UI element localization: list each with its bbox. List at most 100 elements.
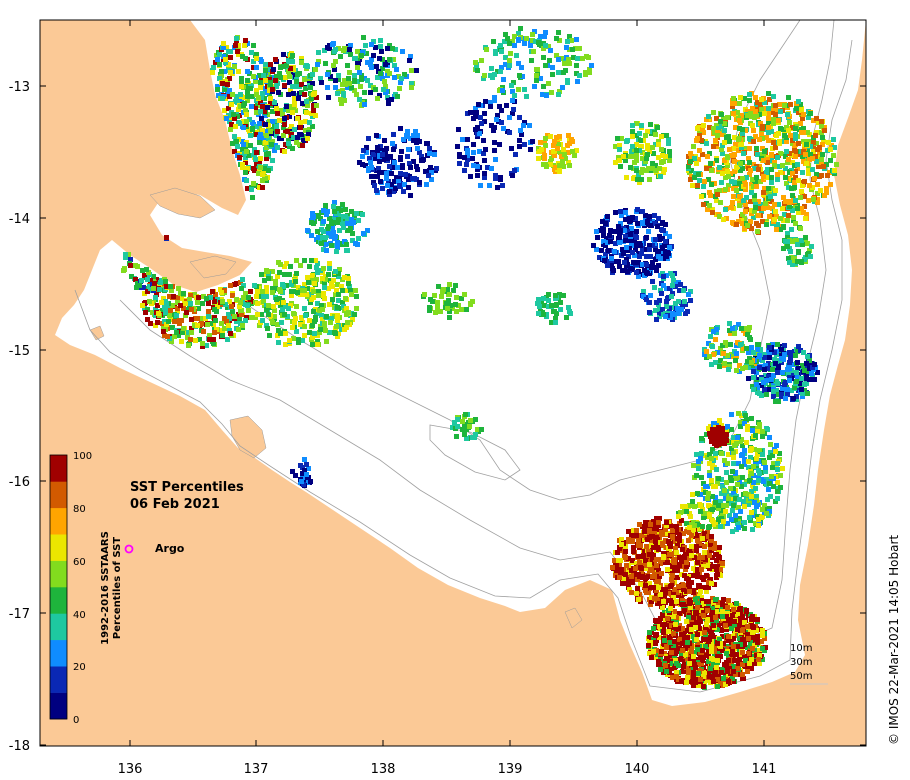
sst-pixel xyxy=(722,361,727,366)
sst-pixel xyxy=(243,38,248,43)
sst-pixel xyxy=(656,568,661,573)
sst-pixel xyxy=(310,216,315,221)
sst-pixel xyxy=(660,307,665,312)
sst-pixel xyxy=(629,243,634,248)
sst-pixel xyxy=(345,85,350,90)
sst-pixel xyxy=(327,266,332,271)
sst-pixel xyxy=(737,118,742,123)
sst-pixel xyxy=(736,411,741,416)
sst-pixel xyxy=(273,78,278,83)
sst-pixel xyxy=(389,171,394,176)
sst-pixel xyxy=(640,150,645,155)
sst-pixel xyxy=(760,434,765,439)
sst-pixel xyxy=(726,598,731,603)
sst-pixel xyxy=(624,563,629,568)
sst-pixel xyxy=(740,176,745,181)
sst-pixel xyxy=(821,139,826,144)
sst-pixel xyxy=(785,239,790,244)
sst-pixel xyxy=(619,568,624,573)
sst-pixel xyxy=(796,99,801,104)
sst-pixel xyxy=(631,166,636,171)
sst-pixel xyxy=(767,506,772,511)
sst-pixel xyxy=(267,77,272,82)
sst-pixel xyxy=(247,117,252,122)
sst-pixel xyxy=(790,171,795,176)
sst-pixel xyxy=(292,96,297,101)
sst-pixel xyxy=(737,181,742,186)
sst-pixel xyxy=(377,56,382,61)
sst-pixel xyxy=(804,378,809,383)
sst-pixel xyxy=(746,350,751,355)
sst-pixel xyxy=(733,184,738,189)
sst-pixel xyxy=(272,148,277,153)
sst-pixel xyxy=(270,269,275,274)
sst-pixel xyxy=(673,301,678,306)
sst-pixel xyxy=(737,363,742,368)
sst-pixel xyxy=(184,310,189,315)
sst-pixel xyxy=(831,153,836,158)
sst-pixel xyxy=(664,551,669,556)
sst-pixel xyxy=(315,342,320,347)
sst-pixel xyxy=(639,123,644,128)
sst-pixel xyxy=(275,333,280,338)
sst-pixel xyxy=(694,548,699,553)
sst-pixel xyxy=(652,596,657,601)
sst-pixel xyxy=(347,47,352,52)
sst-pixel xyxy=(554,53,559,58)
sst-pixel xyxy=(292,289,297,294)
sst-pixel xyxy=(241,119,246,124)
sst-pixel xyxy=(749,494,754,499)
sst-pixel xyxy=(154,292,159,297)
sst-pixel xyxy=(311,309,316,314)
sst-pixel xyxy=(631,260,636,265)
sst-pixel xyxy=(717,188,722,193)
sst-pixel xyxy=(214,53,219,58)
sst-pixel xyxy=(659,571,664,576)
sst-pixel xyxy=(807,358,812,363)
sst-pixel xyxy=(296,285,301,290)
sst-pixel xyxy=(751,366,756,371)
sst-pixel xyxy=(687,583,692,588)
sst-pixel xyxy=(652,285,657,290)
sst-pixel xyxy=(757,424,762,429)
sst-pixel xyxy=(669,524,674,529)
sst-pixel xyxy=(794,106,799,111)
sst-pixel xyxy=(227,328,232,333)
sst-pixel xyxy=(713,138,718,143)
sst-pixel xyxy=(373,156,378,161)
sst-pixel xyxy=(771,373,776,378)
sst-pixel xyxy=(377,151,382,156)
sst-pixel xyxy=(634,561,639,566)
sst-pixel xyxy=(679,307,684,312)
sst-pixel xyxy=(616,236,621,241)
sst-pixel xyxy=(297,142,302,147)
sst-pixel xyxy=(661,274,666,279)
sst-pixel xyxy=(714,144,719,149)
sst-pixel xyxy=(627,216,632,221)
sst-pixel xyxy=(686,577,691,582)
sst-pixel xyxy=(186,330,191,335)
sst-pixel xyxy=(387,43,392,48)
sst-pixel xyxy=(791,362,796,367)
sst-pixel xyxy=(427,151,432,156)
sst-pixel xyxy=(634,528,639,533)
sst-pixel xyxy=(629,590,634,595)
sst-pixel xyxy=(667,234,672,239)
sst-pixel xyxy=(340,300,345,305)
sst-pixel xyxy=(586,55,591,60)
sst-pixel xyxy=(685,309,690,314)
sst-pixel xyxy=(650,279,655,284)
sst-pixel xyxy=(767,355,772,360)
sst-pixel xyxy=(341,304,346,309)
sst-pixel xyxy=(342,239,347,244)
sst-pixel xyxy=(287,114,292,119)
sst-pixel xyxy=(282,116,287,121)
sst-pixel xyxy=(259,272,264,277)
sst-pixel xyxy=(230,92,235,97)
sst-pixel xyxy=(801,210,806,215)
sst-pixel xyxy=(276,328,281,333)
sst-pixel xyxy=(627,246,632,251)
sst-pixel xyxy=(222,69,227,74)
sst-pixel xyxy=(789,186,794,191)
sst-pixel xyxy=(293,274,298,279)
